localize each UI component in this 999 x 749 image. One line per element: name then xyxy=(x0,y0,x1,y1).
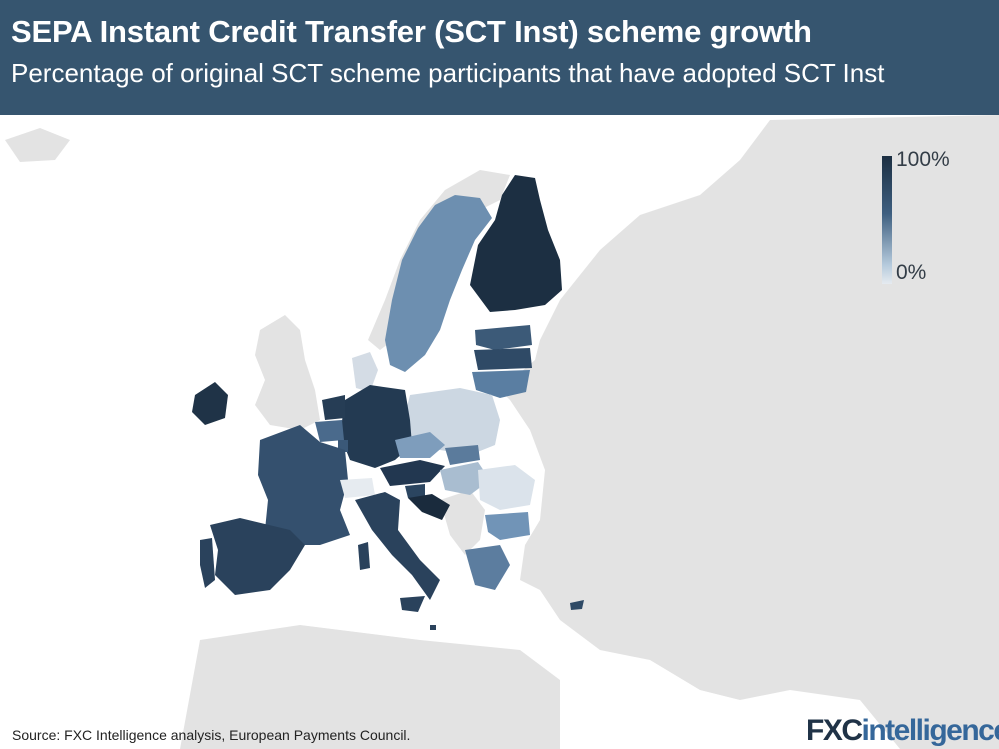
source-note: Source: FXC Intelligence analysis, Europ… xyxy=(12,727,411,743)
region-france[interactable] xyxy=(258,425,350,545)
region-belgium[interactable] xyxy=(315,420,344,442)
region-malta[interactable] xyxy=(430,625,436,630)
region-croatia[interactable] xyxy=(408,494,450,520)
land-turkey xyxy=(540,550,660,605)
background-land xyxy=(5,115,999,749)
legend-min-label: 0% xyxy=(896,261,927,284)
chart-subtitle: Percentage of original SCT scheme partic… xyxy=(11,58,885,88)
region-cyprus[interactable] xyxy=(570,600,584,610)
title-banner: SEPA Instant Credit Transfer (SCT Inst) … xyxy=(0,0,999,115)
region-sicily[interactable] xyxy=(400,596,425,612)
legend-max-label: 100% xyxy=(896,148,950,171)
land-uk xyxy=(255,315,320,430)
region-switzerland xyxy=(340,478,375,498)
region-lithuania[interactable] xyxy=(472,370,530,398)
region-czechia[interactable] xyxy=(395,432,445,458)
region-slovenia[interactable] xyxy=(405,484,425,498)
region-ireland[interactable] xyxy=(192,382,228,425)
brand-logo: FXCintelligence xyxy=(806,714,999,748)
brand-logo-fx: FXC xyxy=(806,714,863,747)
land-balkans xyxy=(440,490,485,555)
region-bulgaria[interactable] xyxy=(485,512,530,540)
region-finland[interactable] xyxy=(470,175,562,312)
land-africa xyxy=(180,625,560,749)
region-portugal[interactable] xyxy=(200,538,215,588)
region-italy[interactable] xyxy=(355,492,440,600)
brand-logo-intelligence: intelligence xyxy=(861,714,999,747)
chart-title: SEPA Instant Credit Transfer (SCT Inst) … xyxy=(11,14,812,49)
legend-gradient-bar xyxy=(882,156,892,284)
region-sardinia[interactable] xyxy=(358,542,370,570)
sepa-regions xyxy=(192,175,584,630)
region-latvia[interactable] xyxy=(474,348,532,370)
region-estonia[interactable] xyxy=(475,325,532,350)
region-greece[interactable] xyxy=(465,545,510,590)
region-denmark[interactable] xyxy=(352,352,378,392)
land-iceland xyxy=(5,128,70,162)
region-netherlands[interactable] xyxy=(322,395,345,420)
region-romania[interactable] xyxy=(478,465,535,510)
europe-map xyxy=(5,115,999,749)
region-slovakia[interactable] xyxy=(445,445,480,465)
region-austria[interactable] xyxy=(380,460,445,486)
region-spain[interactable] xyxy=(210,518,305,595)
region-hungary[interactable] xyxy=(440,462,490,495)
color-legend: 100% 0% xyxy=(882,148,992,288)
region-germany[interactable] xyxy=(340,385,412,468)
region-sweden[interactable] xyxy=(385,195,492,372)
